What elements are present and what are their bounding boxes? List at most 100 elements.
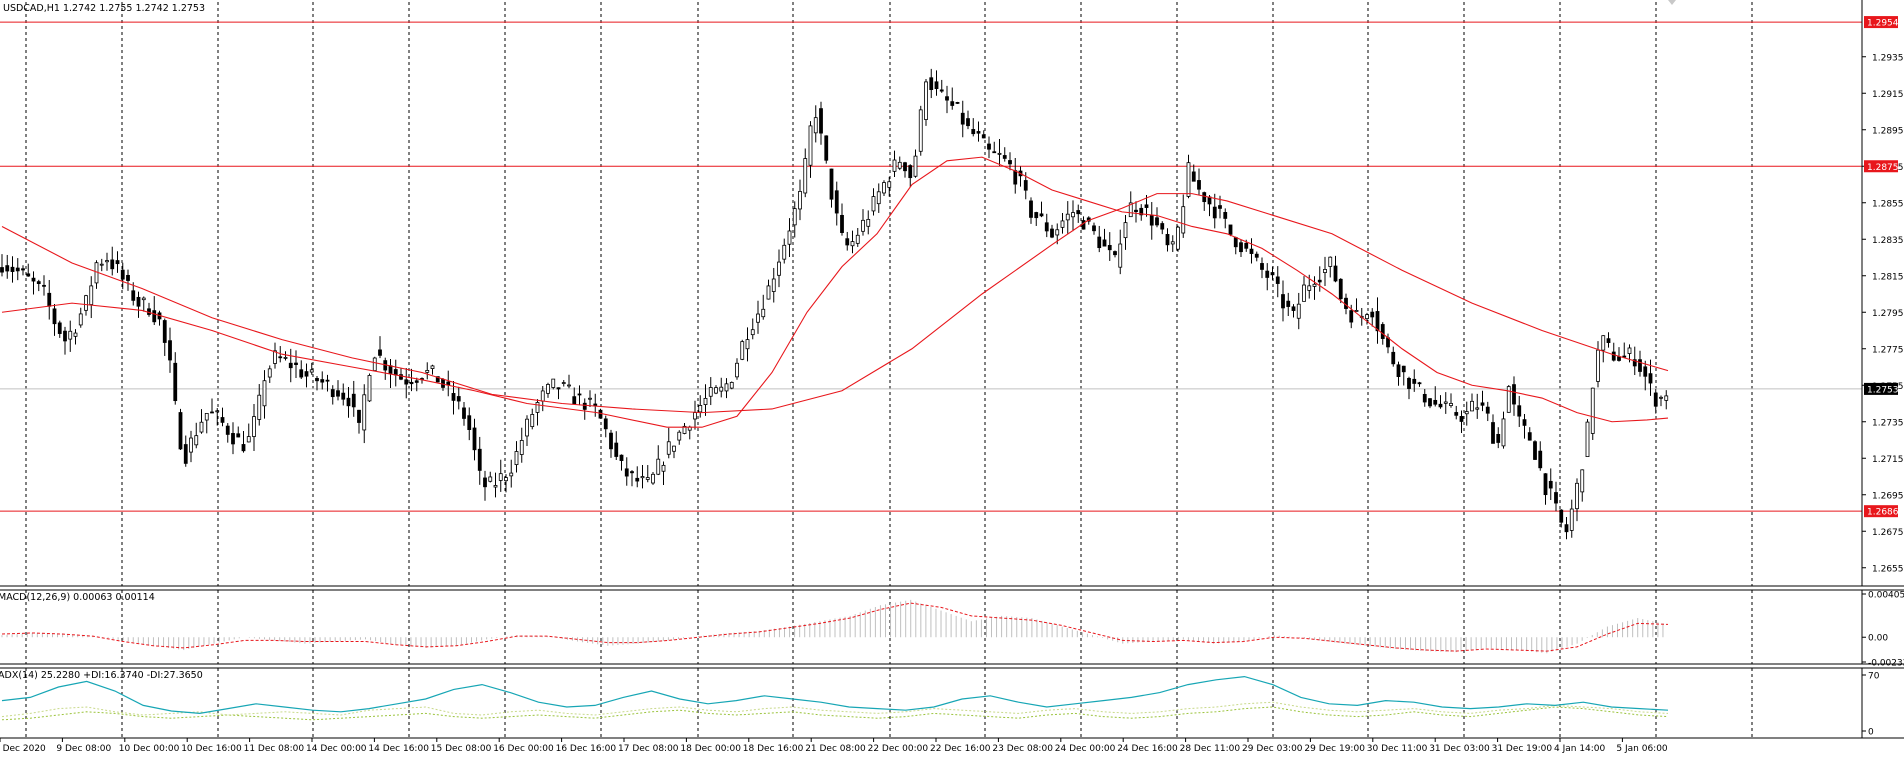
candle <box>225 423 230 443</box>
candle <box>115 251 120 273</box>
candle <box>1323 256 1327 286</box>
candle <box>1491 414 1495 444</box>
candle <box>68 320 73 352</box>
candle <box>588 390 592 408</box>
candle <box>336 380 340 401</box>
time-tick-label: 17 Dec 08:00 <box>618 744 679 754</box>
level-badge <box>1864 160 1898 173</box>
candle <box>850 230 855 254</box>
candle <box>1333 255 1338 283</box>
candle <box>803 148 808 198</box>
candle <box>183 435 188 467</box>
candle <box>467 407 472 441</box>
candle <box>178 408 183 451</box>
candle <box>771 267 776 303</box>
candle <box>745 327 750 362</box>
candle <box>425 362 430 380</box>
candle <box>934 70 939 96</box>
candle <box>493 472 498 498</box>
candle <box>52 303 57 336</box>
candle <box>987 136 991 159</box>
macd-signal-line <box>1 602 1669 652</box>
candle <box>1396 361 1401 386</box>
candle <box>1254 251 1259 262</box>
candle <box>1443 392 1448 414</box>
candle <box>1123 215 1128 250</box>
candle <box>351 380 356 417</box>
candle <box>672 445 676 459</box>
candle <box>1622 342 1627 358</box>
candle <box>1664 390 1669 410</box>
candle <box>1428 398 1432 409</box>
time-tick-label: 30 Dec 11:00 <box>1367 744 1428 754</box>
candle <box>866 210 871 235</box>
candle <box>1155 207 1159 228</box>
macd-tick-label: 0.00 <box>1868 634 1888 644</box>
candle <box>1470 393 1474 412</box>
scroll-marker-icon[interactable] <box>1668 0 1676 5</box>
candle <box>871 188 876 216</box>
candle <box>1176 225 1180 252</box>
candle <box>110 246 115 276</box>
candle <box>572 387 577 405</box>
candle <box>792 201 797 238</box>
candle <box>341 383 346 406</box>
candle <box>945 85 949 114</box>
main-price-panel[interactable]: USDCAD,H1 1.2742 1.2755 1.2742 1.2753 <box>0 0 1862 586</box>
candle <box>530 408 535 430</box>
price-candles <box>0 68 1669 540</box>
candle <box>1401 365 1406 386</box>
adx-main-line <box>1 675 1669 715</box>
level-badge <box>1864 16 1898 29</box>
time-tick-label: 16 Dec 00:00 <box>493 744 554 754</box>
candle <box>126 269 130 291</box>
candle <box>761 294 766 320</box>
candle <box>1144 194 1149 217</box>
candle <box>1522 413 1527 439</box>
candle <box>976 121 981 142</box>
candle <box>1260 257 1264 279</box>
candle <box>1653 389 1658 414</box>
adx-panel[interactable]: ADX(14) 25.2280 +DI:16.3740 -DI:27.3650 <box>0 668 1862 738</box>
candle <box>651 472 655 485</box>
candle <box>682 423 687 435</box>
candle <box>1438 395 1443 409</box>
candle <box>876 183 881 213</box>
candle <box>246 423 251 443</box>
candle <box>861 209 865 236</box>
candle <box>1417 381 1422 387</box>
candle <box>63 326 67 355</box>
candle <box>840 203 844 236</box>
candle <box>1590 387 1595 440</box>
candle <box>141 296 146 312</box>
candle <box>882 180 886 197</box>
candle <box>567 374 571 389</box>
candle <box>1060 212 1065 234</box>
candle <box>21 265 25 276</box>
candle <box>819 101 823 145</box>
candle <box>231 422 235 455</box>
candle <box>1160 221 1165 235</box>
candle <box>546 382 550 398</box>
candle <box>456 386 461 410</box>
candle <box>320 371 325 390</box>
candle <box>1317 266 1322 292</box>
candle <box>1286 292 1291 316</box>
price-tick-label: 1.2895 <box>1872 126 1904 136</box>
candle <box>908 164 913 187</box>
candle <box>535 399 540 426</box>
candle <box>551 378 556 390</box>
candle <box>1076 204 1081 223</box>
time-tick-label: 11 Dec 08:00 <box>244 744 305 754</box>
time-tick-label: 28 Dec 11:00 <box>1180 744 1241 754</box>
candle <box>1265 263 1270 291</box>
macd-panel[interactable]: MACD(12,26,9) 0.00063 0.00114 <box>0 590 1862 664</box>
moving-average-line <box>1 193 1669 414</box>
macd-histogram <box>1 599 1664 654</box>
candle <box>955 101 960 104</box>
macd-tick-label: -0.00232 <box>1868 659 1904 669</box>
candle <box>299 360 304 380</box>
time-tick-label: 9 Dec 08:00 <box>56 744 111 754</box>
candle <box>1517 395 1522 427</box>
time-tick-label: 18 Dec 00:00 <box>680 744 741 754</box>
